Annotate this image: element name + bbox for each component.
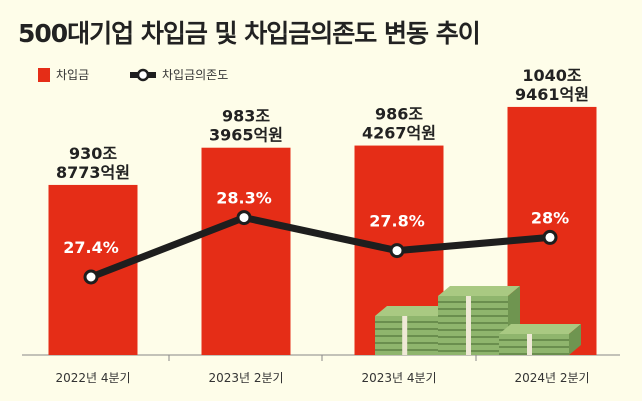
- bar-value-label: 9461억원: [515, 85, 589, 104]
- line-point: [542, 229, 558, 245]
- line-point: [389, 243, 405, 259]
- bar-value-label: 4267억원: [362, 124, 436, 143]
- bar-value-label: 3965억원: [209, 126, 283, 145]
- line-value-label: 27.4%: [63, 238, 119, 257]
- legend-bar-swatch: [38, 67, 50, 82]
- chart-title: 500대기업 차입금 및 차입금의존도 변동 추이: [18, 19, 481, 48]
- bar-value-label: 930조: [69, 144, 117, 163]
- line-point: [236, 210, 252, 226]
- x-tick-label: 2022년 4분기: [55, 371, 130, 385]
- legend-bar: 차입금: [38, 66, 89, 83]
- line-value-label: 28%: [531, 208, 569, 227]
- legend-line-label: 차입금의존도: [162, 68, 229, 82]
- line-value-label: 28.3%: [216, 189, 272, 208]
- legend-bar-label: 차입금: [56, 68, 90, 82]
- x-tick-label: 2024년 2분기: [514, 371, 589, 385]
- bar: [201, 147, 291, 355]
- legend-line: 차입금의존도: [130, 66, 228, 83]
- bar-value-label: 1040조: [522, 66, 582, 85]
- money-stack-icon: [499, 324, 581, 355]
- line-point: [83, 269, 99, 285]
- bar-value-label: 8773억원: [56, 163, 130, 182]
- money-stack-icon: [438, 286, 520, 355]
- line-value-label: 27.8%: [369, 212, 425, 231]
- legend-line-swatch: [130, 68, 156, 81]
- x-tick-label: 2023년 4분기: [361, 371, 436, 385]
- x-tick-label: 2023년 2분기: [208, 371, 283, 385]
- bar-value-label: 986조: [375, 105, 423, 124]
- dependency-line: [89, 214, 551, 281]
- bar-value-label: 983조: [222, 107, 270, 126]
